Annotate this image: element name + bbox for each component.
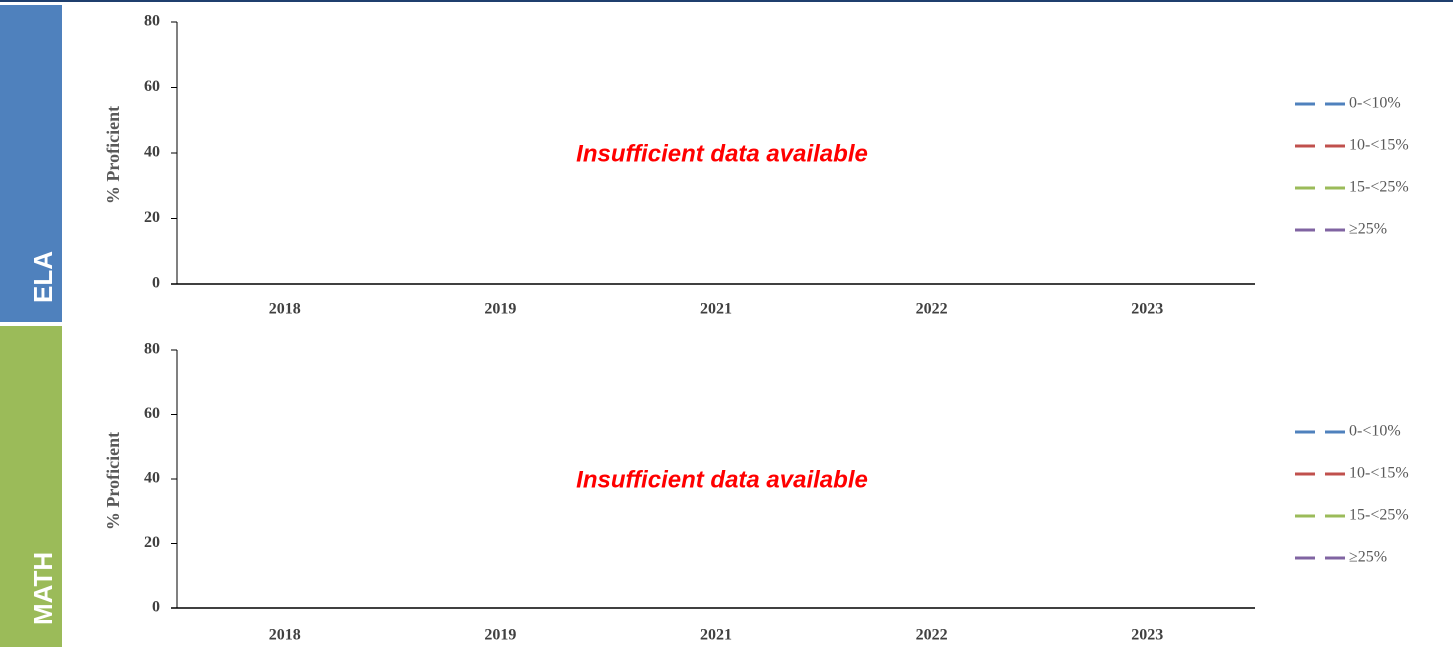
annotation: Insufficient data available bbox=[576, 466, 868, 493]
legend-label: 0-<10% bbox=[1349, 95, 1401, 112]
x-tick-label: 2019 bbox=[484, 301, 516, 318]
panel-label: MATH bbox=[28, 552, 58, 625]
x-tick-label: 2023 bbox=[1131, 301, 1163, 318]
y-tick-label: 20 bbox=[144, 534, 160, 551]
x-tick-label: 2018 bbox=[269, 627, 301, 644]
x-tick-label: 2018 bbox=[269, 301, 301, 318]
panel-band bbox=[0, 326, 62, 647]
y-axis-label: % Proficient bbox=[103, 106, 123, 204]
x-tick-label: 2022 bbox=[916, 301, 948, 318]
top-rule bbox=[0, 0, 1453, 2]
panel-band bbox=[0, 5, 62, 322]
y-tick-label: 40 bbox=[144, 144, 160, 161]
legend-label: 15-<25% bbox=[1349, 507, 1409, 524]
legend-label: 15-<25% bbox=[1349, 179, 1409, 196]
y-tick-label: 60 bbox=[144, 78, 160, 95]
y-tick-label: 60 bbox=[144, 405, 160, 422]
x-tick-label: 2019 bbox=[484, 627, 516, 644]
x-tick-label: 2022 bbox=[916, 627, 948, 644]
y-tick-label: 80 bbox=[144, 341, 160, 358]
y-tick-label: 80 bbox=[144, 13, 160, 30]
legend-label: 0-<10% bbox=[1349, 423, 1401, 440]
annotation: Insufficient data available bbox=[576, 140, 868, 167]
legend-label: ≥25% bbox=[1349, 549, 1387, 566]
x-tick-label: 2023 bbox=[1131, 627, 1163, 644]
legend-label: ≥25% bbox=[1349, 221, 1387, 238]
x-tick-label: 2021 bbox=[700, 301, 732, 318]
y-tick-label: 0 bbox=[152, 599, 160, 616]
y-tick-label: 0 bbox=[152, 275, 160, 292]
y-axis-label: % Proficient bbox=[103, 432, 123, 530]
y-tick-label: 40 bbox=[144, 470, 160, 487]
legend-label: 10-<15% bbox=[1349, 137, 1409, 154]
x-tick-label: 2021 bbox=[700, 627, 732, 644]
panel-label: ELA bbox=[28, 251, 58, 303]
y-tick-label: 20 bbox=[144, 209, 160, 226]
legend-label: 10-<15% bbox=[1349, 465, 1409, 482]
